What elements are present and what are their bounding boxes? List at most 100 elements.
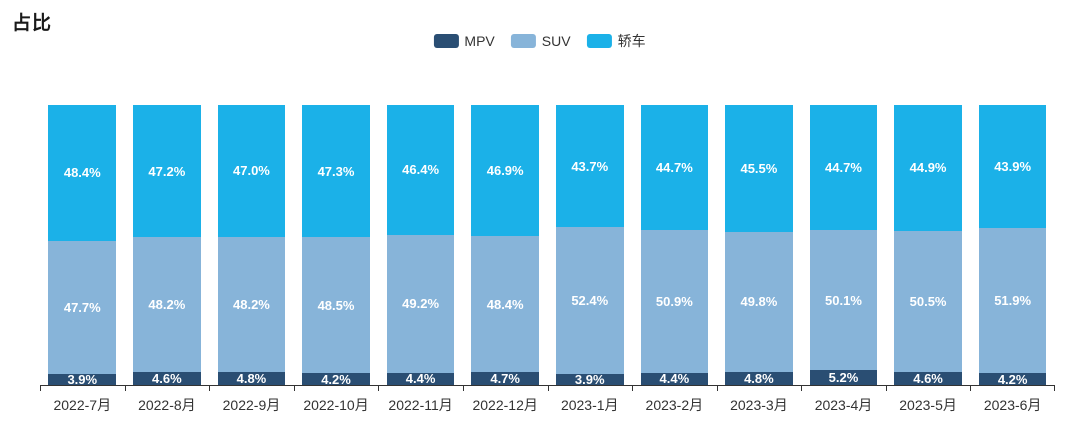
value-label: 48.5% [317,297,355,313]
legend-swatch-icon [586,34,612,48]
legend-item-SUV[interactable]: SUV [510,33,571,49]
value-label: 47.3% [317,163,355,179]
axis-tick [970,386,972,391]
bar-segment-MPV[interactable]: 4.8% [217,371,286,385]
bar-segment-轿车[interactable]: 46.4% [386,105,455,235]
bar-segment-轿车[interactable]: 44.7% [809,105,878,231]
stacked-bar-2022-9月[interactable]: 47.0% 48.2% 4.8% [217,105,286,385]
value-label: 4.4% [405,371,436,387]
stacked-bar-2023-2月[interactable]: 44.7% 50.9% 4.4% [640,105,709,387]
bar-segment-MPV[interactable]: 4.7% [471,371,539,385]
x-axis-label: 2023-2月 [645,397,704,413]
bar-segment-轿车[interactable]: 47.2% [133,105,201,238]
bar-segment-MPV[interactable]: 3.9% [48,373,117,386]
axis-tick [293,386,295,391]
bar-segment-SUV[interactable]: 50.9% [640,230,709,373]
bar-segment-轿车[interactable]: 44.7% [640,105,709,231]
stacked-bar-2022-8月[interactable]: 47.2% 48.2% 4.6% [133,105,201,385]
bar-column: 43.7% 52.4% 3.9% [547,105,632,388]
bar-segment-SUV[interactable]: 51.9% [978,227,1047,374]
bar-segment-SUV[interactable]: 50.5% [894,230,962,373]
value-label: 48.4% [63,165,101,181]
stacked-bar-2023-3月[interactable]: 45.5% 49.8% 4.8% [725,105,793,385]
axis-tick [632,386,634,391]
bar-segment-轿车[interactable]: 43.9% [978,105,1047,228]
bar-segment-MPV[interactable]: 4.6% [894,372,962,385]
bar-segment-轿车[interactable]: 45.5% [725,105,793,233]
bar-segment-MPV[interactable]: 4.4% [640,371,709,387]
value-label: 46.9% [486,163,524,179]
bar-segment-SUV[interactable]: 48.2% [217,236,286,372]
value-label: 50.5% [909,293,947,309]
bar-segment-轿车[interactable]: 47.3% [302,105,370,238]
bar-segment-MPV[interactable]: 4.4% [386,371,455,387]
bar-segment-SUV[interactable]: 52.4% [555,227,624,375]
value-label: 3.9% [574,372,605,388]
bar-segment-轿车[interactable]: 43.7% [555,105,624,228]
bar-segment-SUV[interactable]: 49.2% [386,234,455,373]
bar-column: 47.2% 48.2% 4.6% [125,105,210,385]
bar-column: 44.7% 50.1% 5.2% [801,105,886,385]
axis-tick [378,386,380,391]
stacked-bar-2023-4月[interactable]: 44.7% 50.1% 5.2% [809,105,878,386]
bar-segment-SUV[interactable]: 48.5% [302,237,370,374]
value-label: 51.9% [994,293,1032,309]
x-axis-label: 2022-10月 [303,397,369,413]
value-label: 48.2% [148,297,186,313]
value-label: 4.2% [997,371,1028,387]
value-label: 44.7% [825,160,862,176]
axis-tick [124,386,126,391]
bar-segment-MPV[interactable]: 5.2% [809,370,878,386]
axis-tick [801,386,803,391]
stacked-bar-2023-5月[interactable]: 44.9% 50.5% 4.6% [894,105,962,385]
bar-segment-MPV[interactable]: 4.6% [133,372,201,385]
axis-tick [716,386,718,391]
value-label: 44.7% [655,160,693,176]
bar-column: 46.4% 49.2% 4.4% [378,105,463,385]
value-label: 47.0% [233,163,270,179]
bar-segment-MPV[interactable]: 4.2% [978,371,1047,387]
bar-segment-轿车[interactable]: 48.4% [48,105,117,241]
bar-segment-MPV[interactable]: 3.9% [555,372,624,388]
value-label: 47.2% [148,163,186,179]
stacked-bar-2023-6月[interactable]: 43.9% 51.9% 4.2% [978,105,1047,387]
bars-row: 48.4% 47.7% 3.9% 47.2% 48.2% 4.6% 47.0% 48.2% 4.… [40,105,1055,388]
bar-segment-SUV[interactable]: 48.2% [133,237,201,373]
bar-column: 48.4% 47.7% 3.9% [40,105,125,386]
bar-segment-轿车[interactable]: 46.9% [471,105,539,237]
stacked-bar-2022-12月[interactable]: 46.9% 48.4% 4.7% [471,105,539,385]
bar-segment-MPV[interactable]: 4.8% [725,371,793,385]
value-label: 44.9% [909,160,947,176]
bar-column: 45.5% 49.8% 4.8% [717,105,802,385]
bar-segment-MPV[interactable]: 4.2% [302,371,370,387]
chart-title: 占比 [12,13,53,34]
value-label: 4.4% [659,371,690,387]
value-label: 49.8% [740,294,778,310]
stacked-bar-2023-1月[interactable]: 43.7% 52.4% 3.9% [555,105,624,388]
stacked-bar-2022-7月[interactable]: 48.4% 47.7% 3.9% [48,105,117,386]
legend-item-轿车[interactable]: 轿车 [586,31,646,51]
bar-segment-轿车[interactable]: 47.0% [217,105,286,237]
stacked-bar-2022-11月[interactable]: 46.4% 49.2% 4.4% [386,105,455,387]
bar-column: 44.9% 50.5% 4.6% [886,105,971,385]
stacked-bar-2022-10月[interactable]: 47.3% 48.5% 4.2% [302,105,370,387]
value-label: 50.1% [825,292,862,308]
value-label: 4.6% [152,371,182,387]
bar-segment-SUV[interactable]: 47.7% [48,240,117,375]
bar-column: 46.9% 48.4% 4.7% [463,105,548,385]
x-axis-label: 2023-6月 [983,397,1042,413]
value-label: 49.2% [402,296,440,312]
legend-label: 轿车 [617,33,646,49]
axis-tick [209,386,211,391]
bar-segment-轿车[interactable]: 44.9% [894,105,962,231]
value-label: 5.2% [828,370,859,386]
bar-segment-SUV[interactable]: 48.4% [471,236,539,372]
bar-column: 44.7% 50.9% 4.4% [632,105,717,385]
value-label: 4.2% [321,371,351,387]
x-axis-label: 2022-9月 [222,397,281,413]
legend-item-MPV[interactable]: MPV [433,33,495,49]
bar-segment-SUV[interactable]: 50.1% [809,230,878,371]
bar-segment-SUV[interactable]: 49.8% [725,232,793,372]
legend-label: SUV [541,33,571,49]
